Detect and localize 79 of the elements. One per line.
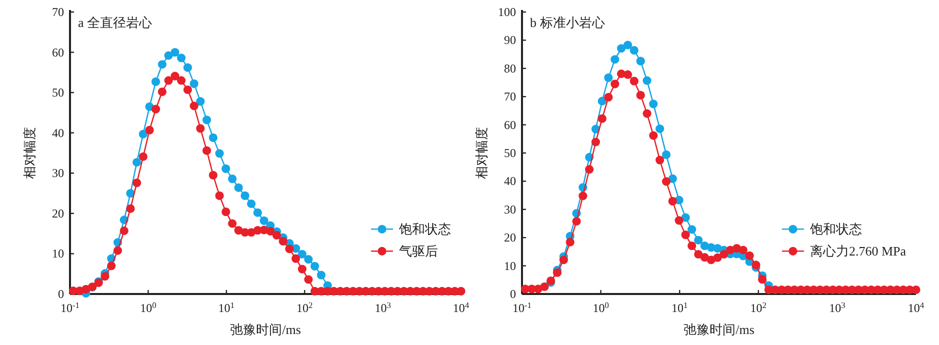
- point: [253, 208, 262, 217]
- point: [170, 48, 180, 57]
- x-tick-label: 10$^{2}$: [750, 300, 766, 315]
- point: [694, 236, 703, 244]
- y-tick-label: 10: [504, 258, 516, 273]
- y-tick-label: 50: [504, 146, 516, 160]
- point: [604, 73, 613, 82]
- point: [234, 183, 243, 192]
- y-tick-label: 20: [504, 230, 516, 245]
- point: [190, 79, 198, 88]
- x-tick-label: 10$^{0}$: [140, 300, 156, 315]
- point: [177, 54, 186, 62]
- x-tick-label: 10$^{2}$: [296, 300, 313, 315]
- point: [246, 199, 256, 208]
- point: [228, 174, 237, 184]
- y-tick-label: 90: [504, 33, 516, 48]
- legend-label: 离心力2.760 MPa: [810, 244, 906, 259]
- y-tick-label: 60: [504, 118, 516, 132]
- x-axis-title: 弛豫时间/ms: [684, 322, 754, 337]
- x-tick-label: 10$^{4}$: [908, 300, 925, 315]
- point: [310, 262, 320, 271]
- y-tick-label: 10: [52, 246, 64, 261]
- point: [636, 56, 645, 66]
- point: [132, 158, 142, 167]
- y-tick-label: 30: [52, 166, 64, 180]
- point: [215, 149, 224, 158]
- y-tick-label: 40: [504, 174, 516, 188]
- x-tick-label: 10$^{-1}$: [512, 300, 532, 315]
- x-tick-label: 10$^{4}$: [452, 300, 470, 315]
- chart-title: b 标准小岩心: [530, 15, 605, 30]
- point: [304, 255, 313, 264]
- point: [616, 44, 626, 53]
- point: [630, 46, 638, 55]
- y-axis-title: 相对幅度: [474, 127, 489, 179]
- point: [688, 225, 696, 234]
- point: [158, 60, 166, 69]
- x-tick-label: 10$^{1}$: [672, 300, 688, 315]
- x-tick-label: 10$^{-1}$: [60, 300, 80, 315]
- point: [642, 76, 652, 85]
- y-tick-label: 60: [52, 45, 64, 60]
- y-tick-label: 70: [52, 5, 64, 19]
- point: [662, 150, 671, 159]
- y-tick-label: 80: [504, 61, 516, 76]
- point: [183, 63, 192, 72]
- y-tick-label: 0: [58, 287, 64, 301]
- y-tick-label: 30: [504, 202, 516, 216]
- legend-label: 饱和状态: [808, 222, 862, 237]
- point: [656, 124, 664, 134]
- y-tick-label: 40: [52, 126, 64, 140]
- y-tick-label: 70: [504, 90, 516, 104]
- x-tick-label: 10$^{3}$: [829, 300, 846, 315]
- legend-label: 饱和状态: [398, 222, 451, 237]
- point: [202, 116, 212, 124]
- x-axis-title: 弛豫时间/ms: [230, 322, 301, 337]
- point: [649, 100, 658, 108]
- point: [316, 270, 326, 280]
- point: [196, 97, 205, 106]
- chart-title: a 全直径岩心: [78, 15, 152, 30]
- point: [151, 77, 160, 86]
- point: [164, 51, 173, 60]
- x-tick-label: 10$^{1}$: [218, 300, 234, 315]
- y-tick-label: 50: [52, 86, 64, 100]
- point: [240, 191, 250, 200]
- point: [610, 55, 620, 64]
- point: [138, 130, 148, 138]
- y-axis-title: 相对幅度: [22, 127, 37, 179]
- point: [222, 164, 230, 174]
- legend-label: 气驱后: [399, 244, 438, 259]
- point: [668, 174, 677, 183]
- point: [598, 96, 606, 106]
- y-tick-label: 0: [510, 287, 516, 301]
- y-tick-label: 100: [498, 5, 516, 19]
- point: [208, 133, 218, 142]
- point: [298, 250, 306, 258]
- x-tick-label: 10$^{3}$: [374, 300, 391, 315]
- point: [260, 216, 268, 225]
- y-tick-label: 20: [52, 206, 64, 220]
- point: [623, 40, 632, 50]
- x-tick-label: 10$^{0}$: [592, 300, 609, 315]
